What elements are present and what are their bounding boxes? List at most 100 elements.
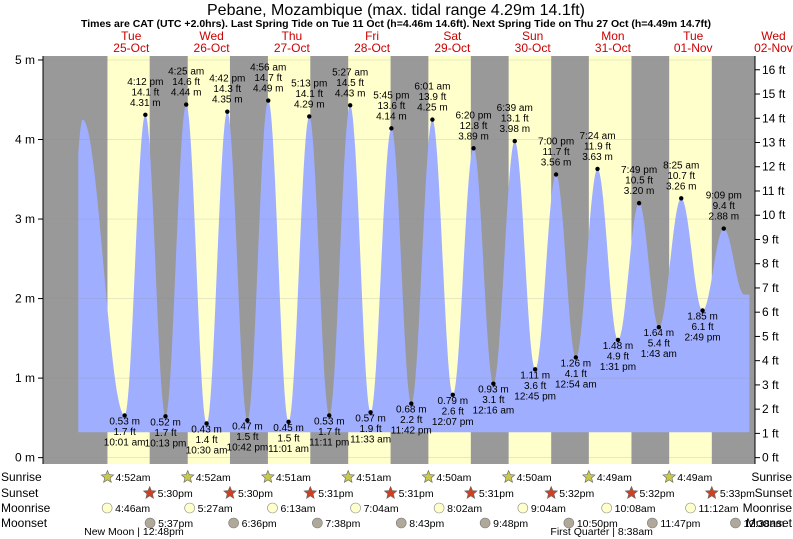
moonset-time: 10:50pm xyxy=(577,518,618,530)
tide-label: 3.6 ft xyxy=(524,381,546,392)
right-tick-label: 12 ft xyxy=(762,160,786,174)
moonset-time: 12:38am xyxy=(743,518,784,530)
tide-label: 4.14 m xyxy=(376,111,407,122)
day-name: Mon xyxy=(601,29,624,43)
sunset-time: 5:33pm xyxy=(720,488,755,500)
tide-label: 0.53 m xyxy=(109,416,140,427)
right-tick-label: 11 ft xyxy=(762,184,785,198)
moonrise-icon xyxy=(685,502,696,514)
tide-label: 5:13 pm xyxy=(291,78,327,89)
tide-label: 12:07 pm xyxy=(432,417,474,428)
day-headers: Tue25-OctWed26-OctThu27-OctFri28-OctSat2… xyxy=(113,29,793,55)
tide-label: 0.47 m xyxy=(232,421,263,432)
sunrise-row-label-right: Sunrise xyxy=(751,470,792,484)
tide-label: 11.9 ft xyxy=(584,141,611,152)
day-name: Sun xyxy=(522,29,543,43)
moonset-time: 8:43pm xyxy=(409,518,444,530)
moonset-icon xyxy=(395,517,407,529)
sunset-icon xyxy=(463,485,478,499)
sunrise-time: 4:52am xyxy=(196,472,231,484)
left-tick-label: 3 m xyxy=(15,212,35,226)
sunrise-time: 4:51am xyxy=(276,472,311,484)
tide-label: 2.6 ft xyxy=(442,406,464,417)
tide-label: 3.98 m xyxy=(499,124,530,135)
tide-label: 4.25 m xyxy=(417,103,448,114)
sunset-icon xyxy=(383,485,398,499)
sunrise-icon xyxy=(341,469,356,483)
moonrise-time: 10:08am xyxy=(615,503,656,515)
moonrise-icon xyxy=(267,502,278,514)
right-tick-label: 5 ft xyxy=(762,329,779,343)
moonrise-row-label-right: Moonrise xyxy=(743,501,793,515)
tide-point xyxy=(532,367,538,372)
tide-point xyxy=(615,337,621,343)
tide-point xyxy=(471,146,476,151)
moonset-icon xyxy=(479,517,491,529)
sunset-icon xyxy=(624,485,639,499)
tide-label: 1.26 m xyxy=(561,358,592,369)
tide-label: 5.4 ft xyxy=(648,339,670,350)
sunrise-icon xyxy=(180,469,195,483)
sunrise-time: 4:49am xyxy=(677,472,712,484)
tide-label: 11:01 am xyxy=(268,444,309,455)
tide-label: 4.44 m xyxy=(171,88,202,99)
sunrise-icon xyxy=(421,469,436,483)
tide-label: 1.7 ft xyxy=(114,427,136,438)
tide-label: 6.1 ft xyxy=(691,322,713,333)
tide-point xyxy=(389,126,394,131)
tide-point xyxy=(721,226,726,231)
tide-label: 11:33 am xyxy=(350,434,391,445)
moonrise-icon xyxy=(101,502,113,514)
moonrise-time: 11:12am xyxy=(699,503,739,515)
tide-label: 4.43 m xyxy=(335,88,366,99)
moonset-icon xyxy=(228,517,239,529)
sunrise-icon xyxy=(581,469,596,483)
tide-label: 14.1 ft xyxy=(295,89,323,100)
tide-label: 3.1 ft xyxy=(482,395,504,406)
tide-point xyxy=(700,308,705,313)
sunset-row-label-left: Sunset xyxy=(1,486,39,500)
tide-point xyxy=(636,200,642,206)
day-date: 02-Nov xyxy=(754,41,793,55)
tide-point xyxy=(266,98,271,103)
moon-phase-label: New Moon | 12:48pm xyxy=(84,526,184,538)
moonset-row-label-left: Moonset xyxy=(1,516,48,530)
right-tick-label: 8 ft xyxy=(762,257,779,271)
moonset-icon xyxy=(312,517,323,529)
tide-label: 0.52 m xyxy=(150,417,181,428)
tide-label: 1.11 m xyxy=(520,370,550,381)
tide-point xyxy=(327,413,332,418)
tide-label: 14.6 ft xyxy=(172,77,200,88)
moonrise-icon xyxy=(433,502,445,514)
moonset-time: 6:36pm xyxy=(242,518,277,530)
tide-point xyxy=(368,410,373,415)
left-tick-label: 0 m xyxy=(15,451,35,465)
tide-point xyxy=(204,421,209,426)
right-tick-label: 2 ft xyxy=(762,402,779,416)
tide-label: 4:56 am xyxy=(250,63,286,74)
tide-point xyxy=(122,413,127,418)
day-date: 27-Oct xyxy=(274,41,311,55)
tide-point xyxy=(307,114,312,119)
tide-label: 4.9 ft xyxy=(607,351,629,362)
tide-label: 1:31 pm xyxy=(600,362,636,373)
tide-point xyxy=(573,355,579,360)
tide-label: 1.85 m xyxy=(687,312,718,323)
right-tick-label: 6 ft xyxy=(762,305,779,319)
tide-label: 11:11 pm xyxy=(309,437,349,448)
sunset-time: 5:30pm xyxy=(158,488,193,500)
tide-point xyxy=(656,325,662,330)
moonrise-icon xyxy=(184,502,195,514)
tide-label: 0.43 m xyxy=(191,424,222,435)
sunrise-icon xyxy=(260,469,275,483)
tide-label: 7:49 pm xyxy=(621,165,657,176)
sunrise-row-label-left: Sunrise xyxy=(1,470,42,484)
tide-label: 4:12 pm xyxy=(127,77,163,88)
tide-label: 1.7 ft xyxy=(154,428,176,439)
tide-point xyxy=(430,117,435,122)
tide-point xyxy=(450,392,455,398)
tide-point xyxy=(225,109,230,114)
tide-label: 7:00 pm xyxy=(538,137,574,148)
